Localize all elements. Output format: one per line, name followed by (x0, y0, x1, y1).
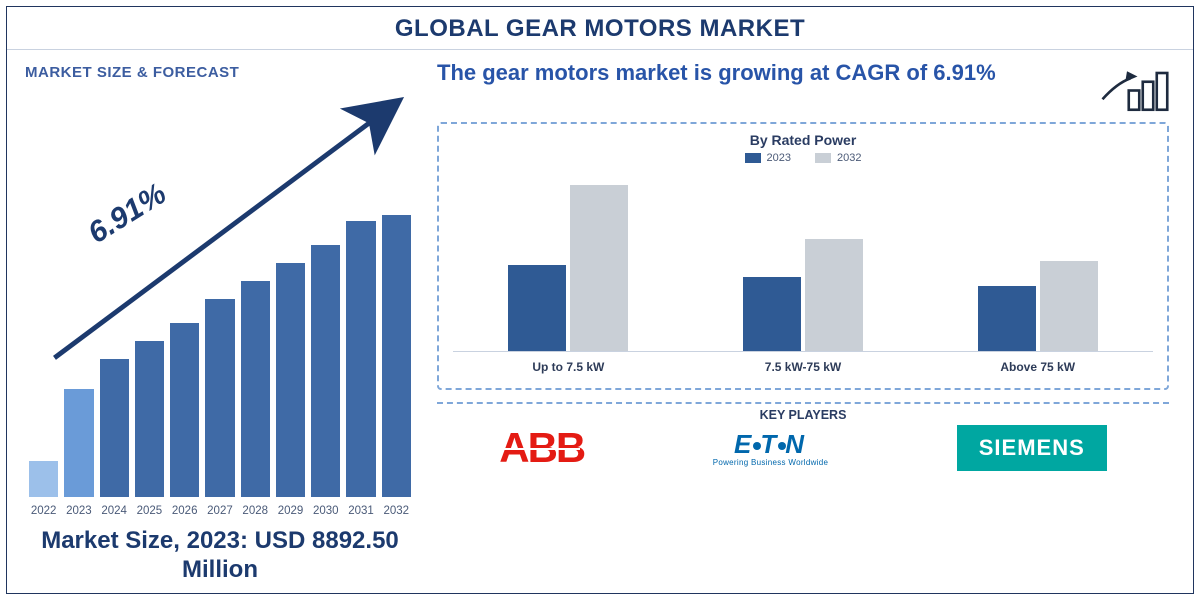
bar-2032 (570, 185, 628, 351)
legend-item: 2032 (815, 152, 861, 164)
group-label: 7.5 kW-75 kW (706, 360, 901, 374)
growth-chart-icon (1099, 60, 1169, 114)
forecast-chart: 6.91% 2022202320242025202620272028202920… (25, 89, 415, 519)
logo-eaton: ETN Powering Business Worldwide (713, 429, 829, 467)
headline: The gear motors market is growing at CAG… (437, 60, 1085, 87)
legend-label: 2023 (767, 152, 791, 164)
bar-rect (205, 299, 234, 497)
forecast-bar: 2028 (241, 281, 270, 497)
bar-year-label: 2032 (383, 505, 409, 517)
legend-label: 2032 (837, 152, 861, 164)
bar-2023 (978, 286, 1036, 351)
key-players-logos: ABB ETN Powering Business Worldwide SIEM… (437, 424, 1169, 472)
rated-power-legend: 2023 2032 (453, 152, 1153, 164)
bar-year-label: 2023 (66, 505, 92, 517)
bar-year-label: 2028 (242, 505, 268, 517)
divider (437, 402, 1169, 404)
group-label: Up to 7.5 kW (471, 360, 666, 374)
forecast-bar: 2026 (170, 323, 199, 497)
bar-rect (382, 215, 411, 497)
bar-rect (241, 281, 270, 497)
bar-year-label: 2030 (313, 505, 339, 517)
bar-rect (346, 221, 375, 497)
bar-rect (64, 389, 93, 497)
bar-rect (311, 245, 340, 497)
bar-rect (170, 323, 199, 497)
bar-year-label: 2029 (278, 505, 304, 517)
bar-rect (135, 341, 164, 497)
forecast-bar: 2032 (382, 215, 411, 497)
page-title: GLOBAL GEAR MOTORS MARKET (7, 15, 1193, 43)
forecast-bar: 2031 (346, 221, 375, 497)
forecast-bars: 2022202320242025202620272028202920302031… (25, 197, 415, 497)
logo-siemens: SIEMENS (957, 425, 1107, 471)
forecast-bar: 2027 (205, 299, 234, 497)
rated-power-bars (453, 172, 1153, 352)
bar-2023 (508, 265, 566, 351)
rated-power-box: By Rated Power 2023 2032 Up to 7.5 kW 7.5 … (437, 122, 1169, 390)
forecast-bar: 2023 (64, 389, 93, 497)
bar-group (706, 239, 901, 351)
bar-year-label: 2022 (31, 505, 57, 517)
logo-abb: ABB (499, 424, 584, 472)
left-heading: MARKET SIZE & FORECAST (25, 64, 415, 81)
logo-eaton-text: ETN (713, 429, 829, 460)
forecast-bar: 2029 (276, 263, 305, 497)
title-bar: GLOBAL GEAR MOTORS MARKET (7, 7, 1193, 50)
rated-power-title: By Rated Power (453, 132, 1153, 148)
group-label: Above 75 kW (940, 360, 1135, 374)
legend-item: 2023 (745, 152, 791, 164)
forecast-bar: 2024 (100, 359, 129, 497)
bar-year-label: 2025 (137, 505, 163, 517)
bar-group (940, 261, 1135, 351)
bar-rect (100, 359, 129, 497)
content: MARKET SIZE & FORECAST 6.91% 20222023202… (7, 50, 1193, 588)
bar-rect (29, 461, 58, 497)
headline-row: The gear motors market is growing at CAG… (437, 60, 1169, 114)
bar-2032 (1040, 261, 1098, 351)
logo-eaton-tagline: Powering Business Worldwide (713, 458, 829, 467)
bar-year-label: 2026 (172, 505, 198, 517)
right-panel: The gear motors market is growing at CAG… (427, 50, 1193, 588)
bar-rect (276, 263, 305, 497)
market-size-text: Market Size, 2023: USD 8892.50 Million (25, 527, 415, 584)
key-players-title: KEY PLAYERS (437, 408, 1169, 422)
legend-swatch (745, 153, 761, 163)
left-panel: MARKET SIZE & FORECAST 6.91% 20222023202… (7, 50, 427, 588)
bar-group (471, 185, 666, 351)
forecast-bar: 2030 (311, 245, 340, 497)
infographic-frame: GLOBAL GEAR MOTORS MARKET MARKET SIZE & … (6, 6, 1194, 594)
rated-power-labels: Up to 7.5 kW 7.5 kW-75 kW Above 75 kW (453, 352, 1153, 374)
forecast-bar: 2025 (135, 341, 164, 497)
bar-2032 (805, 239, 863, 351)
bar-year-label: 2024 (101, 505, 127, 517)
bar-2023 (743, 277, 801, 351)
bar-year-label: 2027 (207, 505, 233, 517)
legend-swatch (815, 153, 831, 163)
forecast-bar: 2022 (29, 461, 58, 497)
bar-year-label: 2031 (348, 505, 374, 517)
